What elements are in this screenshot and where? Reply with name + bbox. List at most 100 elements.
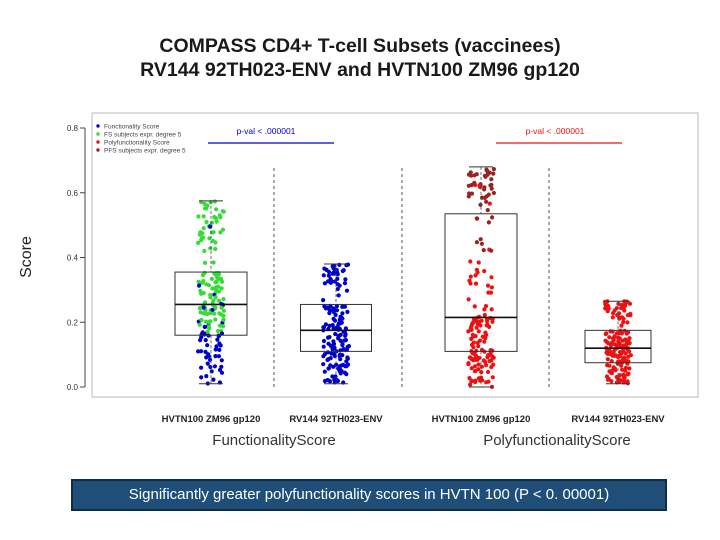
data-point — [607, 348, 612, 353]
data-point — [335, 272, 340, 277]
data-point — [619, 323, 624, 328]
data-point — [491, 362, 496, 367]
data-point — [612, 308, 617, 313]
data-point — [622, 368, 628, 373]
data-point — [476, 344, 481, 349]
data-point — [620, 359, 625, 364]
data-point — [202, 248, 207, 254]
data-point — [216, 354, 221, 359]
data-point — [330, 374, 335, 379]
data-point — [621, 316, 626, 321]
data-point — [603, 331, 608, 337]
data-point — [490, 319, 495, 324]
data-point — [628, 313, 633, 318]
data-point — [205, 312, 210, 317]
data-point — [322, 266, 327, 271]
data-point — [484, 363, 489, 368]
data-point — [482, 187, 487, 192]
data-point — [204, 374, 209, 379]
data-point — [617, 353, 622, 358]
data-point — [326, 357, 331, 362]
data-point — [618, 343, 623, 348]
data-point — [478, 237, 483, 242]
data-point — [622, 375, 627, 380]
data-point — [469, 173, 474, 178]
data-point — [476, 260, 481, 265]
data-point — [469, 378, 474, 383]
data-point — [469, 327, 474, 332]
data-point — [607, 335, 612, 340]
data-point — [345, 355, 350, 360]
data-point — [622, 355, 627, 360]
data-point — [474, 172, 479, 177]
legend-label: FS subjects expr. degree 5 — [104, 132, 182, 139]
data-point — [210, 307, 215, 312]
data-point — [321, 273, 326, 278]
data-point — [485, 170, 491, 175]
data-point — [321, 298, 326, 303]
data-point — [486, 220, 491, 225]
data-point — [201, 226, 206, 231]
data-point — [213, 317, 218, 322]
data-point — [474, 319, 479, 324]
data-point — [603, 306, 608, 311]
data-point — [201, 214, 206, 219]
data-point — [487, 352, 492, 357]
data-point — [482, 307, 487, 312]
data-point — [340, 311, 345, 316]
data-point — [196, 240, 201, 245]
data-point — [343, 364, 348, 369]
data-point — [628, 353, 634, 358]
plot-frame — [91, 112, 699, 398]
data-point — [470, 320, 475, 326]
data-point — [485, 283, 491, 288]
data-point — [603, 338, 608, 343]
data-point — [475, 270, 480, 275]
data-point — [477, 338, 483, 343]
data-point — [471, 358, 476, 363]
data-point — [489, 248, 494, 253]
data-point — [221, 297, 226, 302]
data-point — [605, 309, 610, 314]
data-point — [491, 171, 496, 176]
data-point — [607, 363, 612, 368]
y-tick-label: 0.6 — [67, 189, 79, 198]
legend-marker — [96, 132, 100, 136]
data-point — [211, 260, 216, 265]
data-point — [466, 297, 471, 302]
data-point — [216, 298, 222, 303]
data-point — [200, 231, 205, 236]
legend-marker — [96, 140, 100, 144]
data-point — [199, 375, 204, 380]
data-point — [208, 246, 213, 251]
data-point — [331, 339, 336, 344]
data-point — [208, 224, 213, 229]
data-point — [201, 305, 206, 310]
data-point — [205, 361, 210, 366]
data-point — [326, 269, 331, 274]
data-point — [218, 276, 224, 282]
legend-label: Functionality Score — [104, 124, 160, 131]
data-point — [627, 301, 633, 306]
data-point — [209, 220, 215, 225]
legend-label: Polyfunctionality Score — [104, 140, 170, 147]
data-point — [208, 364, 213, 370]
box-iqr — [444, 213, 518, 352]
data-point — [216, 272, 221, 277]
data-point — [207, 236, 212, 241]
data-point — [473, 273, 478, 278]
data-point — [321, 338, 327, 344]
data-point — [343, 332, 348, 337]
data-point — [477, 183, 482, 188]
data-point — [200, 273, 205, 278]
data-point — [214, 279, 219, 284]
data-point — [468, 382, 473, 387]
data-point — [469, 191, 474, 196]
data-point — [217, 341, 222, 346]
data-point — [336, 293, 341, 298]
data-point — [337, 367, 342, 372]
box-iqr — [300, 303, 372, 352]
data-point — [624, 342, 629, 347]
data-point — [611, 338, 616, 343]
data-point — [616, 301, 621, 306]
